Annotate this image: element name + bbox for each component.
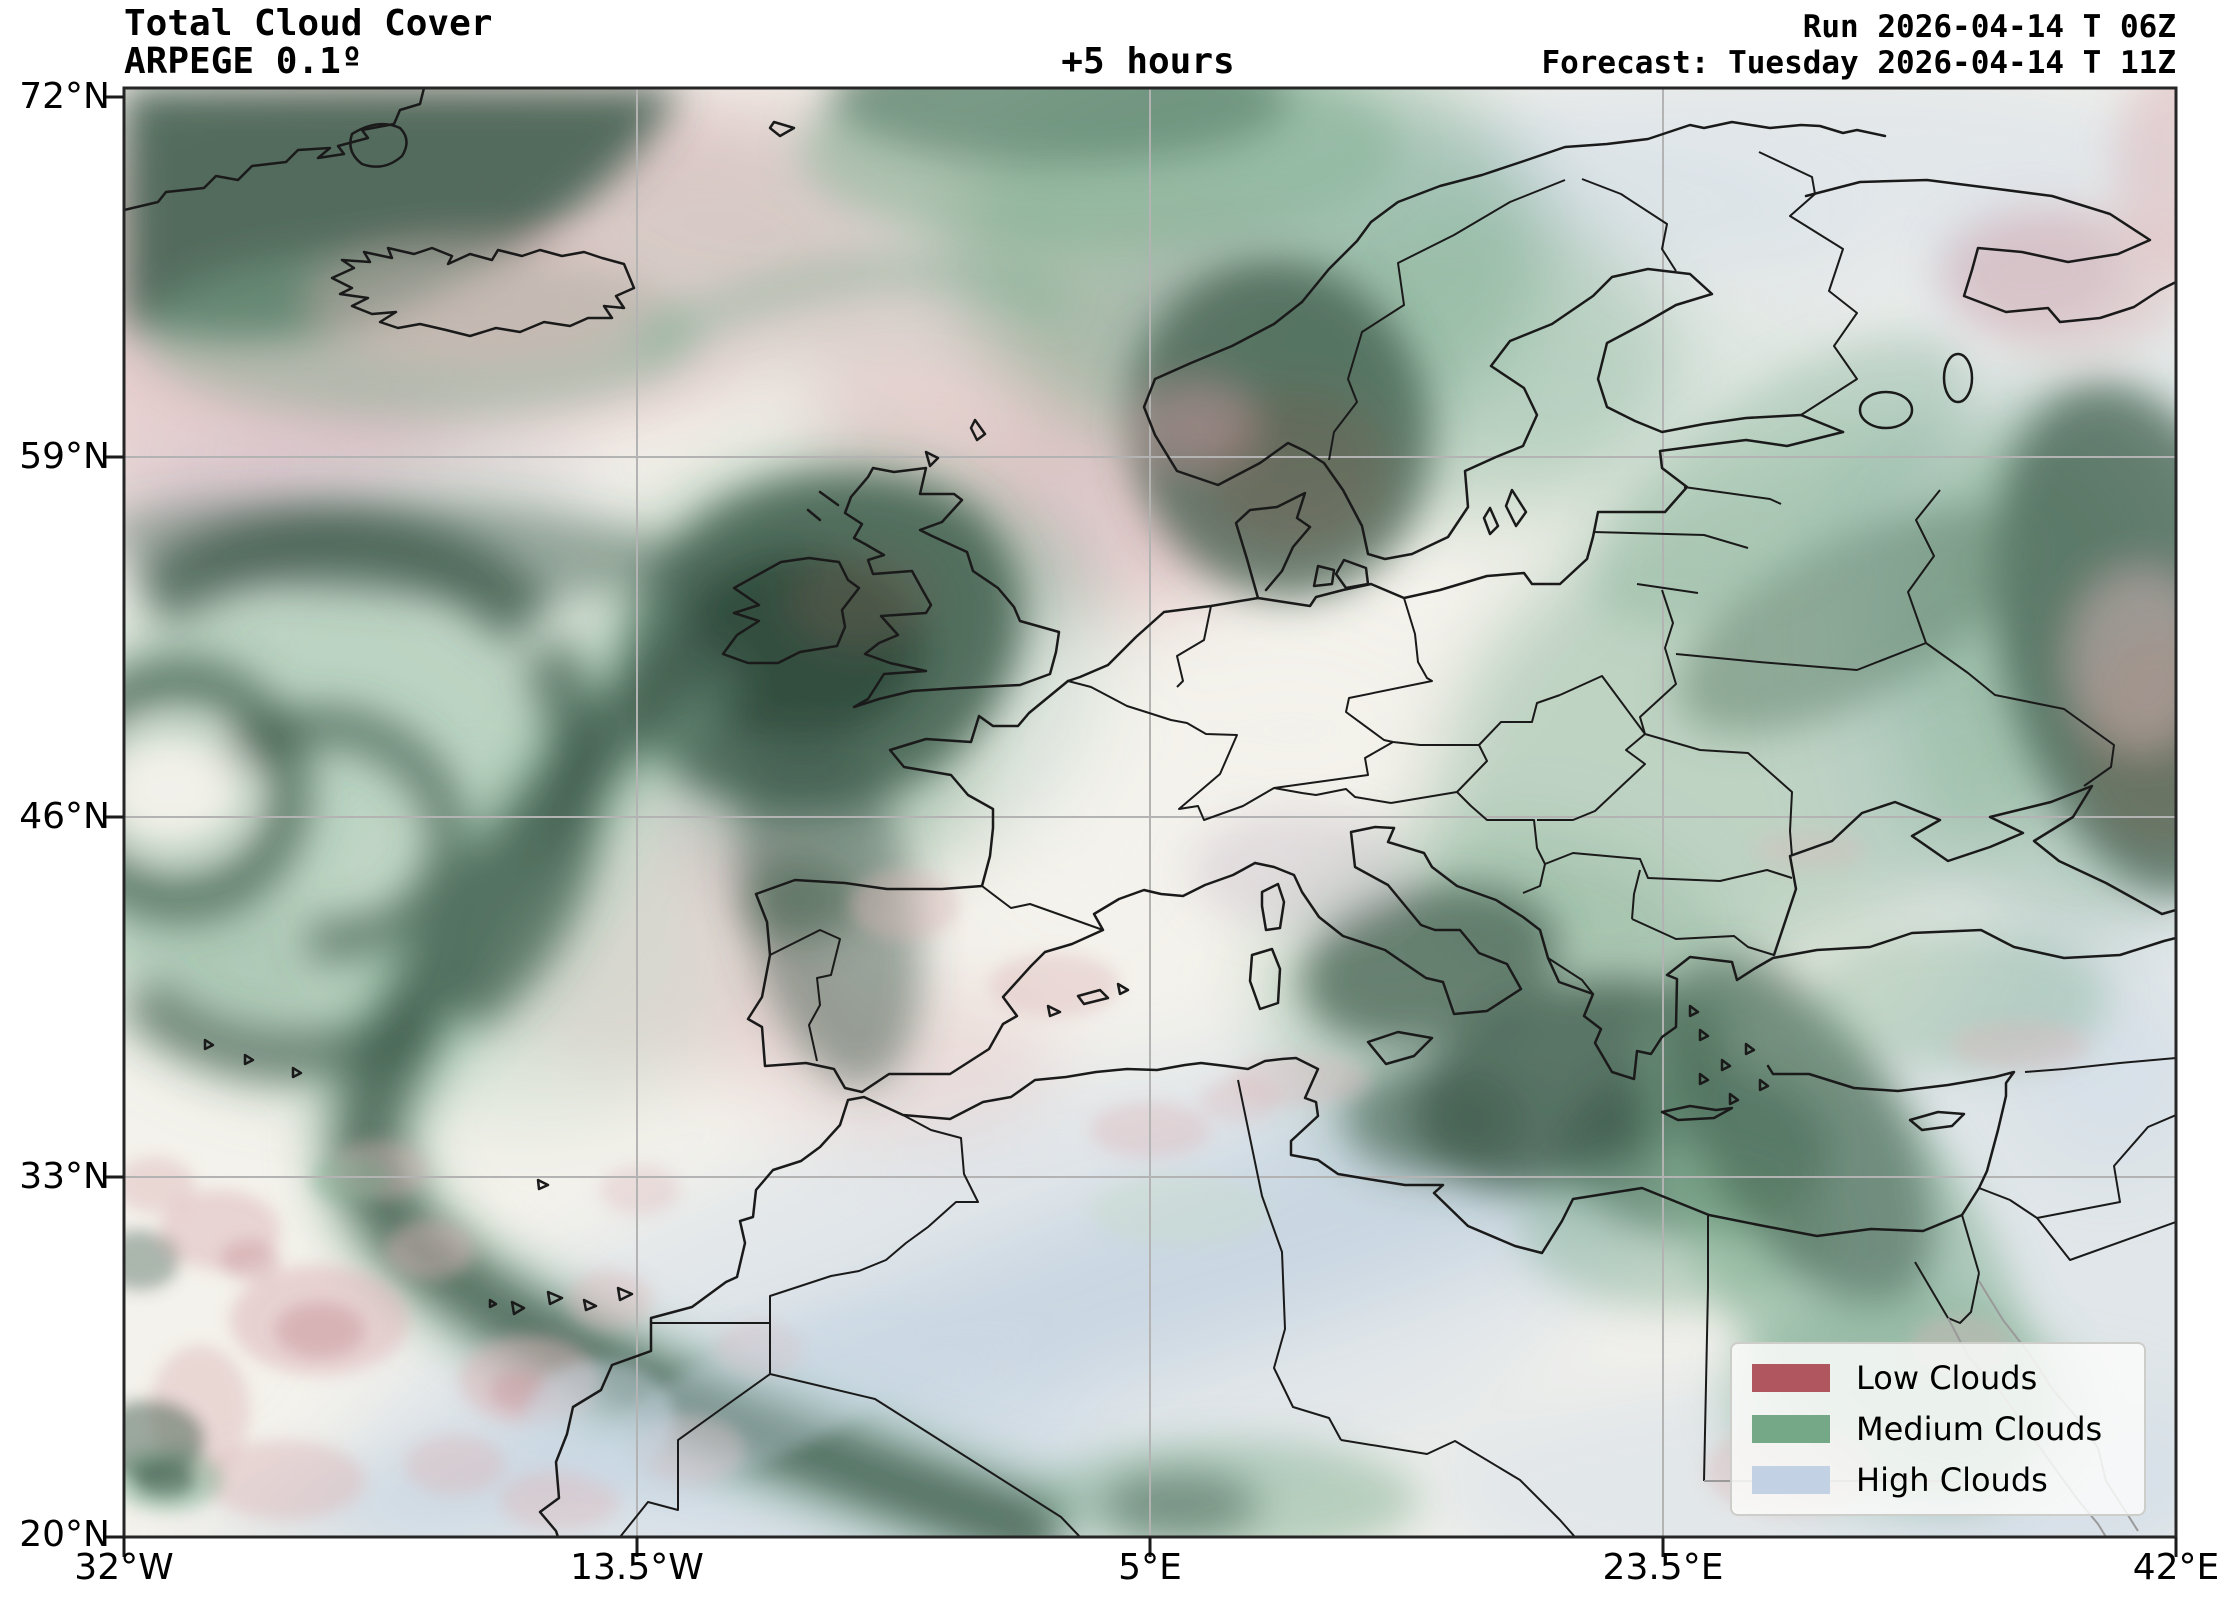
medium-clouds-label: Medium Clouds: [1856, 1409, 2103, 1448]
lead-time-label: +5 hours: [1061, 41, 1235, 82]
coast-corsica: [1260, 882, 1286, 932]
low-clouds-swatch: [1752, 1363, 1830, 1392]
lon-tick-13-5w: 13.5°W: [570, 1547, 704, 1588]
lon-tick-5e: 5°E: [1118, 1547, 1182, 1588]
coast-denmark: [1234, 491, 1312, 600]
medium-clouds-swatch: [1752, 1414, 1830, 1443]
lat-tick-59n: 59°N: [19, 436, 110, 477]
coast-sardinia: [1248, 947, 1282, 1011]
coast-greenland: [124, 88, 426, 212]
coast-jan-mayen: [768, 120, 796, 138]
coast-scandinavia: [1142, 120, 1887, 561]
lon-tick-42e: 42°E: [2132, 1547, 2220, 1588]
lat-tick-46n: 46°N: [19, 796, 110, 837]
coast-aegean-islands: [1688, 1004, 1770, 1106]
lon-tick-23-5e: 23.5°E: [1602, 1547, 1724, 1588]
legend: Low Clouds Medium Clouds High Clouds: [1730, 1342, 2146, 1516]
coastlines: [124, 88, 2176, 1537]
coast-mediterranean-africa-levant: [538, 1056, 2016, 1537]
cloud-masses: [124, 88, 2176, 1537]
coast-italy: [1253, 825, 1523, 1016]
page-title: Total Cloud Cover: [124, 3, 493, 44]
lat-tick-72n: 72°N: [19, 76, 110, 117]
coast-balearics: [1046, 982, 1130, 1018]
coast-scotland-isles: [806, 418, 987, 522]
coast-black-sea-north: [1772, 784, 2176, 957]
coast-sicily: [1366, 1030, 1434, 1066]
coast-canary-islands: [488, 1286, 634, 1316]
legend-row-high: High Clouds: [1752, 1463, 2144, 1497]
coast-lake-ladoga: [1858, 390, 1914, 430]
coast-adriatic-aegean-black-sea: [1386, 826, 2176, 1081]
lat-tick-20n: 20°N: [19, 1514, 110, 1555]
coast-iceland: [330, 246, 636, 338]
coast-gotland: [1482, 488, 1528, 536]
coast-great-britain: [843, 466, 1061, 709]
low-clouds-label: Low Clouds: [1856, 1358, 2038, 1397]
coast-crete: [1660, 1104, 1734, 1122]
run-label: Run 2026-04-14 T 06Z: [1802, 9, 2176, 45]
legend-row-medium: Medium Clouds: [1752, 1412, 2144, 1446]
forecast-label: Forecast: Tuesday 2026-04-14 T 11Z: [1541, 45, 2176, 81]
coast-cyprus: [1908, 1110, 1966, 1132]
legend-row-low: Low Clouds: [1752, 1361, 2144, 1395]
lat-tick-33n: 33°N: [19, 1156, 110, 1197]
coast-ireland: [721, 556, 861, 665]
coast-lake-onega: [1942, 352, 1974, 404]
coast-greenland-fjord: [349, 122, 408, 168]
lon-tick-32w: 32°W: [74, 1547, 174, 1588]
model-label: ARPEGE 0.1º: [124, 41, 363, 82]
country-borders: [619, 151, 2176, 1537]
high-clouds-swatch: [1752, 1466, 1830, 1495]
coast-madeira-azores: [203, 1038, 550, 1191]
graticule: [124, 88, 2176, 1537]
axis-ticks: [104, 95, 2178, 1557]
high-clouds-label: High Clouds: [1856, 1461, 2048, 1500]
coast-danish-isles: [1312, 558, 1370, 590]
coast-baltic-south: [1066, 430, 1845, 683]
coast-kola-white-sea: [1804, 178, 2176, 324]
coast-atlantic-europe: [746, 679, 1257, 1094]
